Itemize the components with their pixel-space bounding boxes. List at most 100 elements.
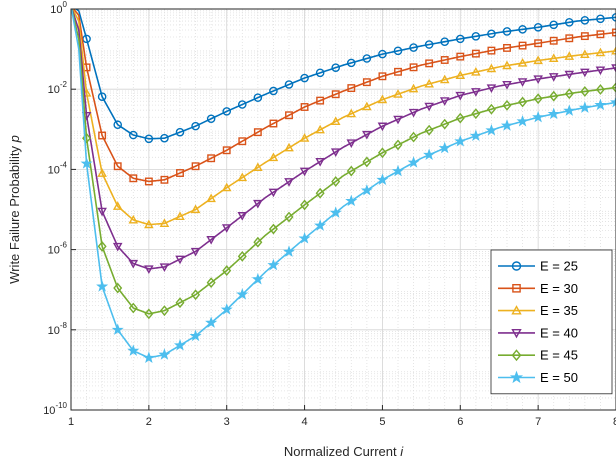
data-point [127,344,140,356]
data-point [565,34,574,43]
data-point [393,89,403,98]
data-point [97,241,107,252]
data-point [595,47,606,57]
legend: E = 25 E = 30 E = 35 E = 40 E = 45 E = 50 [490,249,613,395]
y-tick-label: 10-4 [48,160,68,176]
data-point [345,194,358,207]
data-point [315,124,325,134]
y-tick-label: 10-8 [48,321,68,337]
data-point [315,68,325,78]
data-point [268,223,278,235]
data-point [331,63,341,72]
axes-box [70,8,616,411]
y-tick-label: 10-10 [43,401,67,417]
legend-label: E = 30 [540,281,578,296]
x-tick-label: 3 [224,416,230,428]
data-point [128,130,138,140]
data-point [518,96,528,108]
data-point [315,187,325,199]
data-point [548,73,559,82]
data-point [144,177,153,186]
data-point [456,52,465,61]
data-point [424,102,434,112]
data-point [485,124,498,136]
data-point [454,135,467,147]
data-point [487,46,496,55]
legend-item: E = 30 [498,281,578,296]
data-point [486,63,497,73]
data-point [424,78,434,88]
data-point [144,308,154,320]
data-point [516,115,529,127]
data-point [113,120,123,130]
x-tick-label: 1 [68,416,74,428]
data-point [393,139,403,151]
series-2 [72,9,616,186]
data-point [471,32,481,41]
x-tick-label: 7 [535,416,541,428]
data-point [113,162,122,171]
data-point [191,121,200,131]
data-point [469,129,482,142]
data-point [253,236,263,248]
legend-box [490,249,613,395]
data-point [97,207,107,217]
data-point [440,56,449,64]
data-point [517,58,528,67]
data-point [532,110,545,123]
data-point [346,139,357,148]
data-point [128,259,139,269]
data-point [300,103,309,111]
data-point [486,103,496,115]
data-point [97,168,107,177]
data-point [160,133,169,143]
data-point [595,84,605,95]
legend-label: E = 35 [540,303,578,318]
legend-label: E = 40 [540,325,578,340]
data-point [237,100,247,109]
data-point [511,329,522,339]
data-point [564,88,574,100]
data-point [144,134,154,144]
data-point [563,104,576,116]
series-line [74,9,616,140]
data-point [142,351,155,363]
data-point [471,88,481,97]
data-point [580,86,590,97]
data-point [222,146,231,155]
data-point [176,169,184,177]
data-point [455,112,465,124]
data-point [564,51,575,60]
data-point [144,265,154,274]
data-point [113,282,123,294]
data-point [611,13,616,22]
data-point [512,284,521,293]
data-point [438,141,451,154]
data-point [407,156,420,168]
data-point [284,178,294,187]
x-tick-label: 4 [302,416,308,428]
data-point [378,72,387,81]
data-point [549,90,559,102]
data-point [518,41,527,50]
data-point [393,115,403,125]
data-point [284,80,294,89]
data-point [285,111,293,120]
data-point [425,59,434,68]
data-point [268,188,279,198]
data-point [206,193,216,203]
data-point [251,272,264,285]
data-point [189,329,202,342]
data-point [221,182,232,192]
data-point [549,20,559,30]
data-point [500,119,514,131]
data-point [362,101,372,111]
data-point [206,236,216,245]
data-point [330,116,341,126]
data-point [111,323,124,335]
data-point [517,78,528,87]
data-point [175,211,185,221]
data-point [534,39,543,48]
data-point [409,43,418,52]
legend-item: E = 45 [498,348,578,363]
